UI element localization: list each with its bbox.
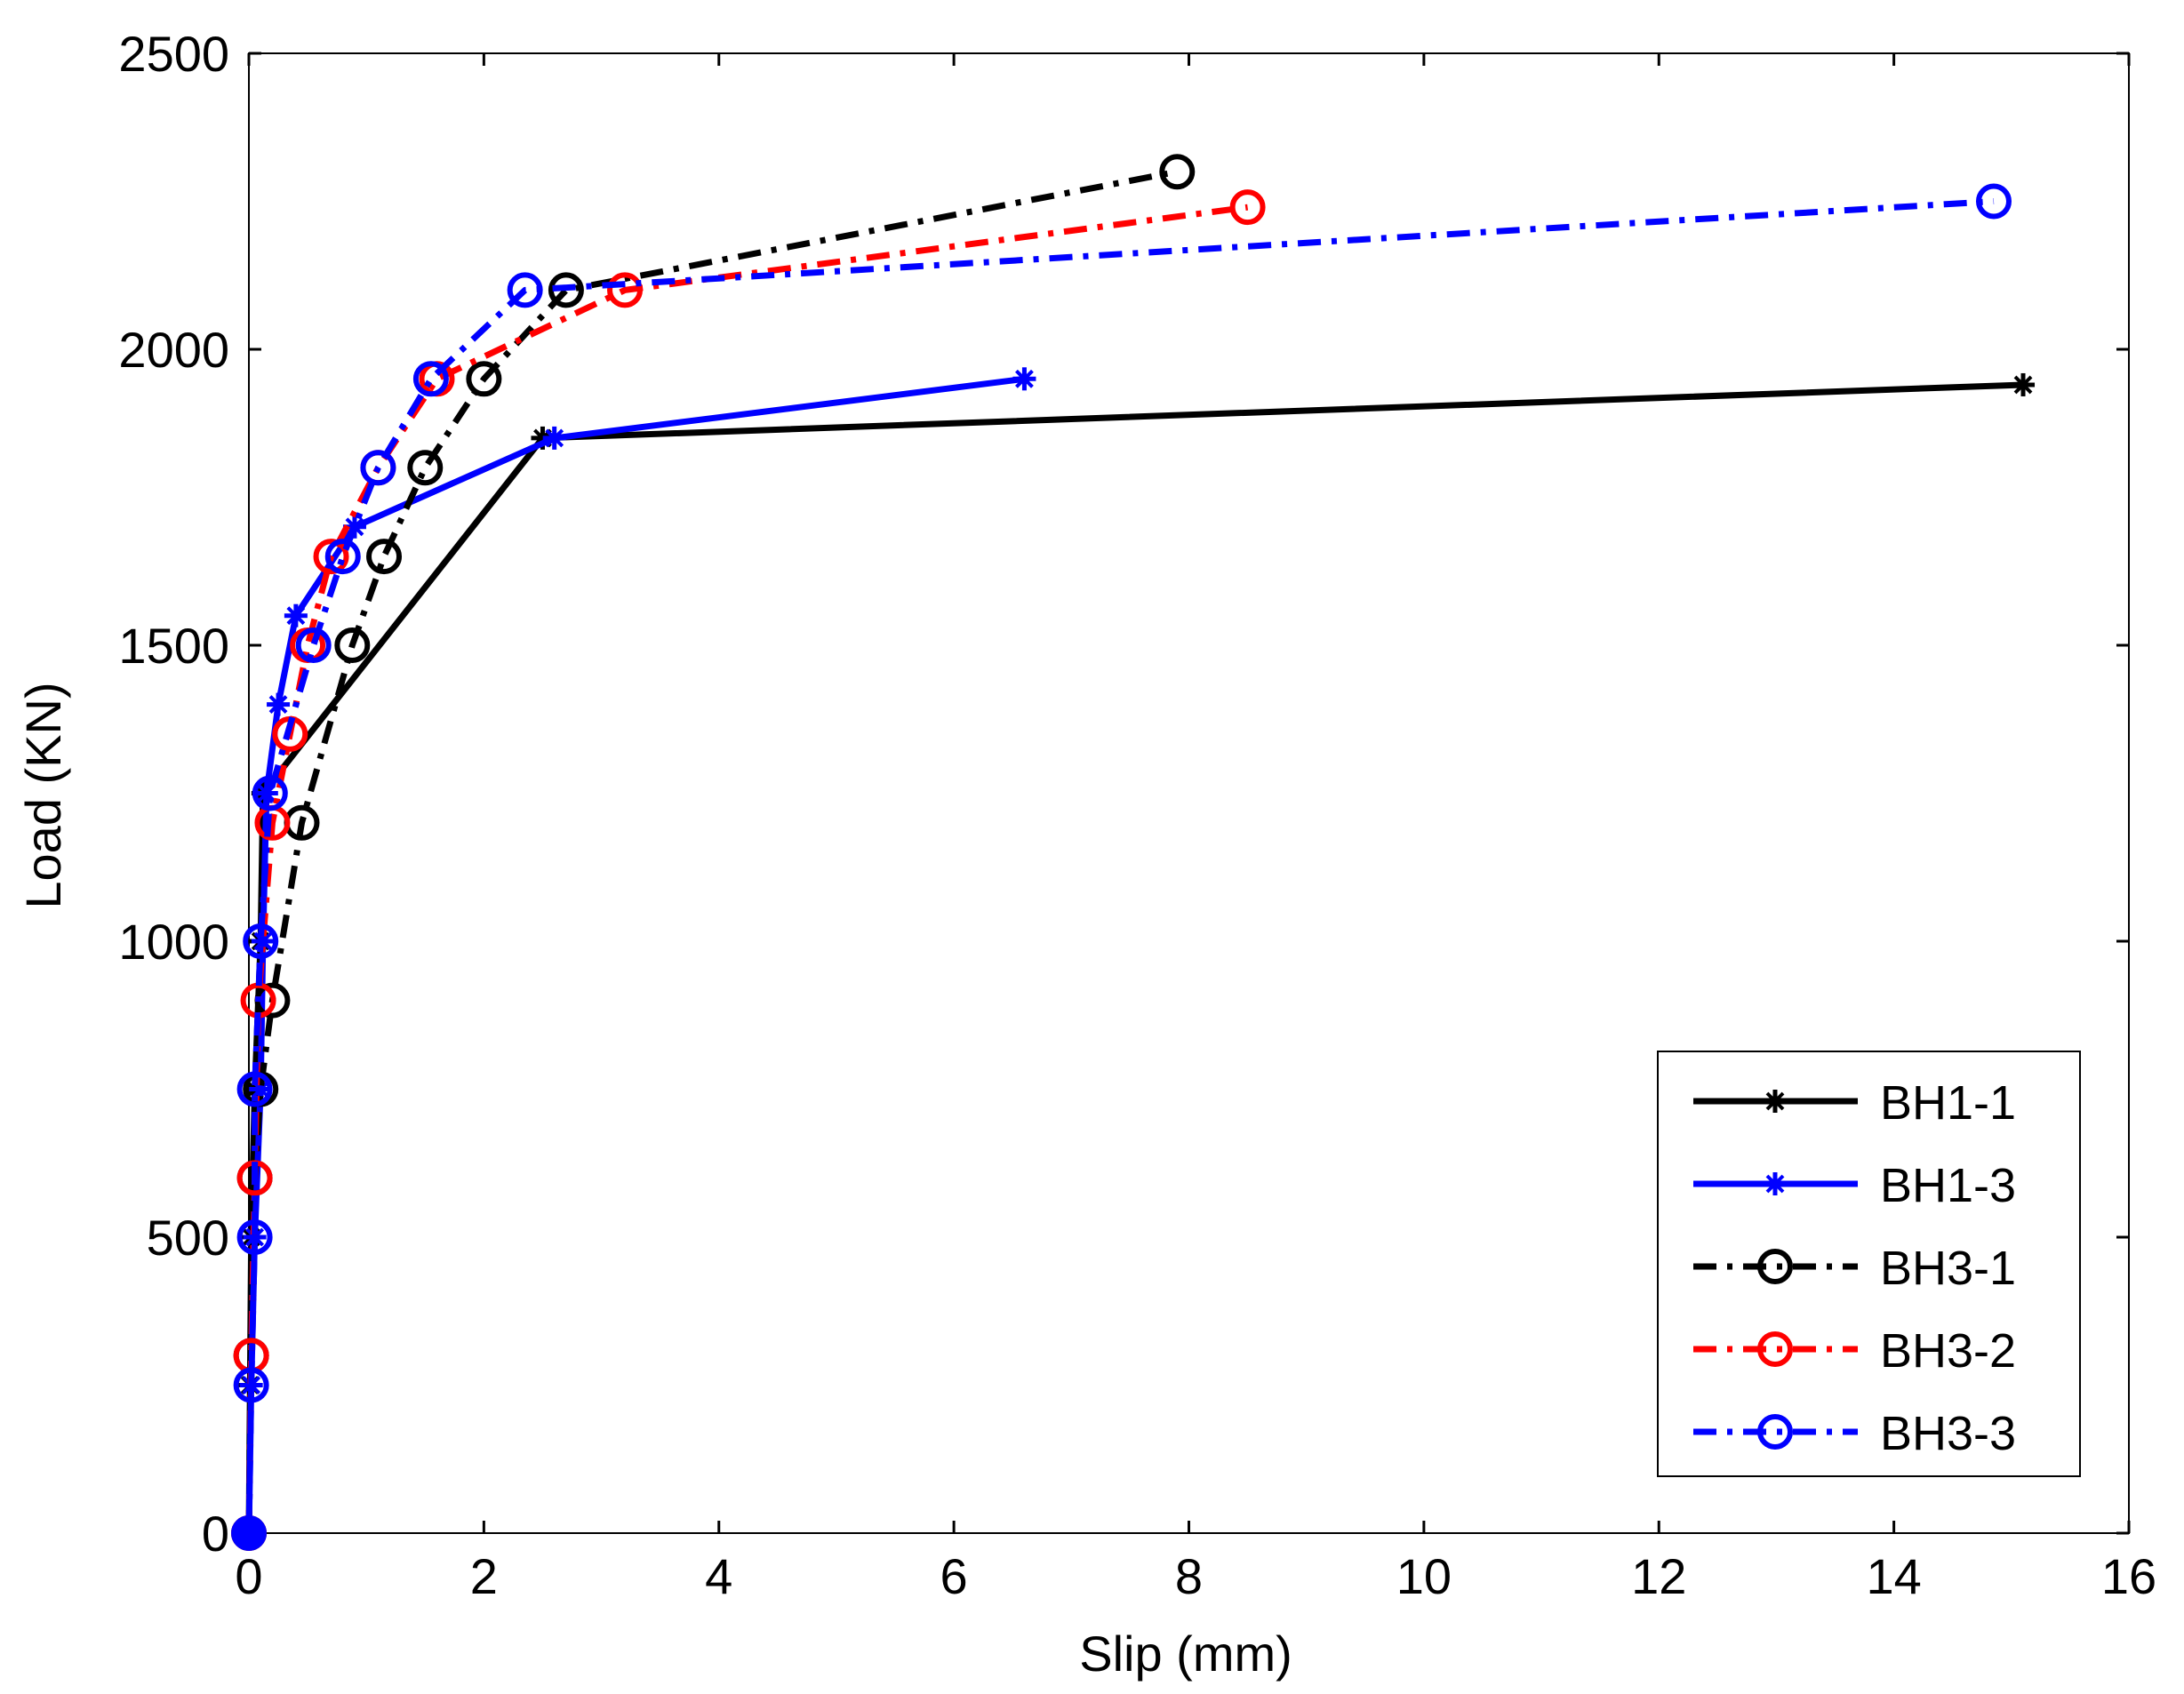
- legend-box: [1657, 1051, 2081, 1477]
- x-tick-label: 2: [470, 1548, 498, 1604]
- data-point: [366, 539, 403, 575]
- legend-marker: [1757, 1331, 1793, 1367]
- y-tick-label: 2000: [118, 322, 229, 378]
- data-point: [466, 361, 502, 397]
- y-tick-label: 500: [147, 1210, 229, 1266]
- data-point: [1975, 183, 2012, 220]
- data-point: [236, 1219, 273, 1255]
- data-point: [243, 1226, 267, 1249]
- marker-core: [1770, 1096, 1780, 1107]
- legend-label: BH3-3: [1880, 1407, 2016, 1460]
- marker-core: [273, 699, 284, 710]
- data-point: [313, 539, 349, 575]
- legend-item-bh3-3: BH3-3: [1693, 1407, 2016, 1460]
- data-point: [507, 272, 543, 308]
- data-point: [1159, 154, 1196, 190]
- data-point: [284, 603, 308, 627]
- marker-core: [2018, 379, 2029, 390]
- marker-core: [257, 936, 268, 947]
- series-bh3-2: [231, 189, 1266, 1551]
- marker-core: [1019, 373, 1030, 385]
- x-tick-label: 14: [1866, 1548, 1921, 1604]
- marker-core: [255, 1083, 267, 1095]
- series-line: [245, 204, 1249, 1534]
- data-point: [324, 539, 361, 575]
- data-point: [1012, 367, 1036, 391]
- legend-item-bh1-1: BH1-1: [1693, 1076, 2016, 1130]
- x-tick-label: 0: [235, 1548, 262, 1604]
- y-tick-label: 1500: [118, 618, 229, 674]
- x-tick-label: 8: [1175, 1548, 1203, 1604]
- legend-marker: [1757, 1414, 1793, 1450]
- data-point: [607, 272, 643, 308]
- data-point: [252, 775, 288, 811]
- x-tick-label: 4: [705, 1548, 732, 1604]
- legend-marker: [1757, 1249, 1793, 1284]
- y-tick-label: 1000: [118, 914, 229, 970]
- legend-item-bh3-2: BH3-2: [1693, 1324, 2016, 1378]
- series-line: [245, 375, 1025, 1534]
- data-point: [2012, 372, 2036, 396]
- y-axis-title: Load (KN): [15, 682, 71, 908]
- legend-item-bh3-1: BH3-1: [1693, 1242, 2016, 1295]
- series-line: [245, 168, 1178, 1534]
- legend: BH1-1 BH1-3 BH3-1 BH3-2 BH3-3: [1657, 1051, 2081, 1477]
- series-line: [245, 198, 1995, 1534]
- x-tick-label: 6: [940, 1548, 968, 1604]
- data-point: [267, 692, 291, 716]
- data-point: [548, 272, 584, 308]
- legend-marker: [1764, 1172, 1787, 1195]
- legend-label: BH1-3: [1880, 1159, 2016, 1212]
- data-point: [251, 930, 275, 953]
- y-tick-label: 2500: [118, 26, 229, 82]
- data-point: [360, 450, 396, 486]
- x-tick-label: 10: [1396, 1548, 1452, 1604]
- x-tick-label: 12: [1631, 1548, 1686, 1604]
- x-tick-label: 16: [2101, 1548, 2156, 1604]
- data-point: [243, 923, 279, 959]
- legend-item-bh1-3: BH1-3: [1693, 1159, 2016, 1212]
- legend-marker: [1764, 1090, 1787, 1113]
- data-point: [412, 361, 449, 397]
- axis-ticks: 0 2 4 6 8 10 12 14 16 0 500 1000 1500 2000 2500: [118, 26, 2156, 1604]
- data-point: [1229, 189, 1266, 226]
- legend-label: BH3-1: [1880, 1242, 2016, 1295]
- x-axis-title: Slip (mm): [1079, 1626, 1292, 1682]
- series-bh3-1: [231, 154, 1196, 1551]
- data-point: [236, 1071, 273, 1107]
- marker-core: [548, 432, 560, 443]
- y-tick-label: 0: [202, 1506, 229, 1562]
- series-bh1-3: [237, 367, 1036, 1545]
- legend-label: BH1-1: [1880, 1076, 2016, 1130]
- data-point: [233, 1367, 269, 1403]
- origin-point: [234, 1518, 264, 1548]
- data-point: [407, 450, 444, 486]
- data-point: [542, 426, 566, 450]
- marker-core: [290, 610, 301, 621]
- data-point: [295, 627, 332, 663]
- series-layer: [231, 154, 2036, 1551]
- marker-core: [260, 787, 272, 799]
- legend-label: BH3-2: [1880, 1324, 2016, 1378]
- marker-core: [1770, 1179, 1780, 1189]
- data-point: [334, 627, 371, 663]
